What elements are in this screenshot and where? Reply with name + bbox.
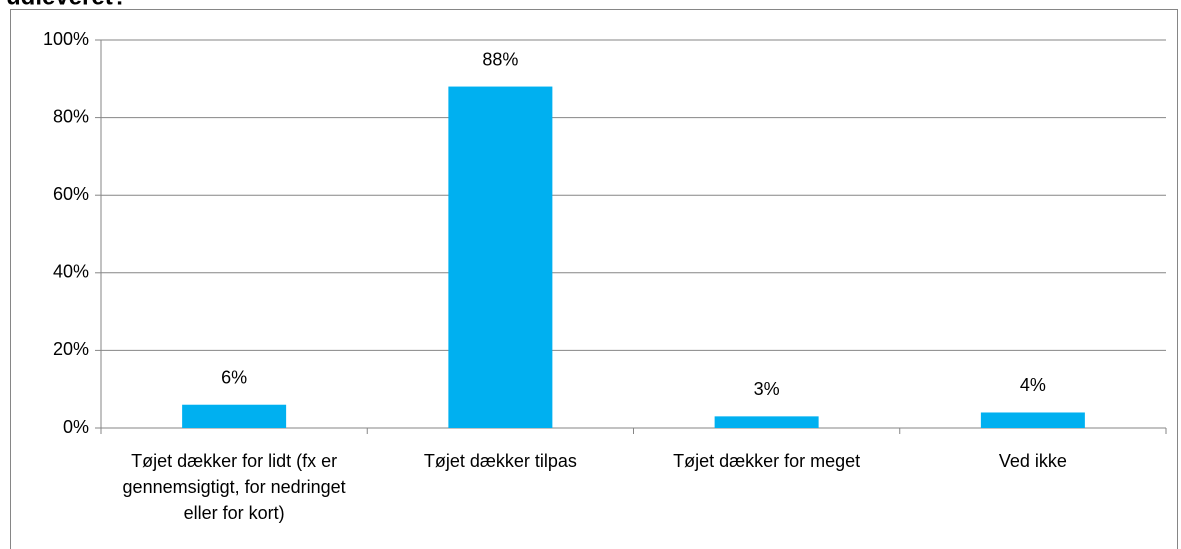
y-tick-label: 20% (53, 339, 89, 359)
chart-border (10, 9, 1178, 549)
y-tick-label: 40% (53, 262, 89, 282)
data-label: 88% (482, 49, 518, 69)
y-tick-label: 60% (53, 184, 89, 204)
data-label: 3% (754, 379, 780, 399)
x-tick-label: Tøjet dækker for lidt (fx er gennemsigti… (122, 451, 346, 523)
bar (714, 416, 819, 428)
x-tick-label: Tøjet dækker tilpas (423, 451, 577, 471)
y-tick-label: 0% (63, 417, 89, 437)
bar (182, 404, 287, 428)
data-label: 4% (1020, 375, 1046, 395)
chart-title: udleveret? (6, 0, 127, 10)
x-tick-label: Ved ikke (998, 451, 1067, 471)
bar (448, 86, 553, 428)
data-label: 6% (221, 367, 247, 387)
y-tick-label: 80% (53, 106, 89, 126)
bar (980, 412, 1085, 428)
x-tick-label: Tøjet dækker for meget (673, 451, 861, 471)
y-tick-label: 100% (43, 29, 89, 49)
